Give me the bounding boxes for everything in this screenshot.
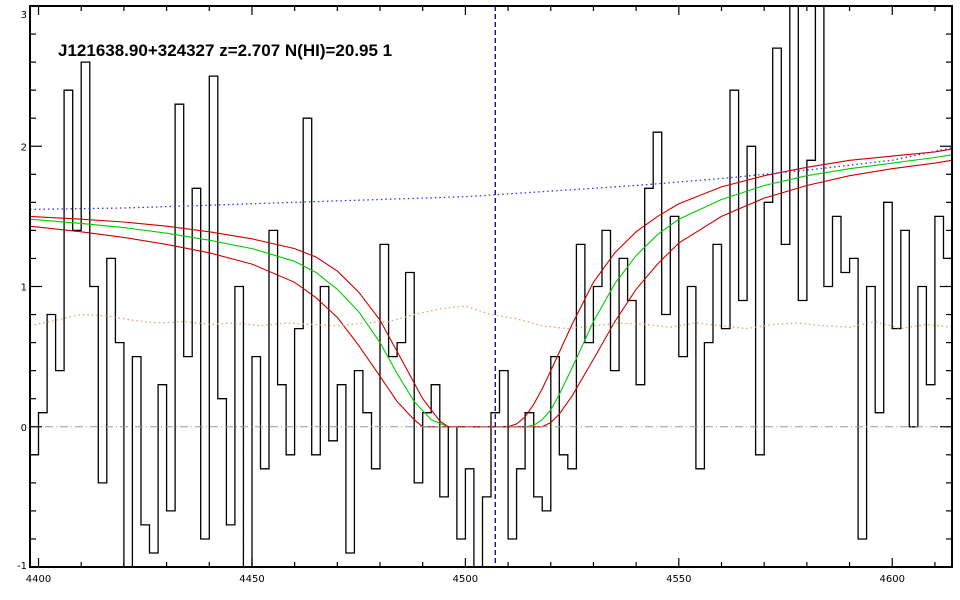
series-layer: [30, 6, 952, 567]
flux-series: [30, 6, 952, 567]
x-tick-label: 4500: [453, 574, 478, 585]
fit-series: [30, 154, 952, 428]
axes-layer: 4400 4450 4500 4550 4600 -1 0 1 2 3: [17, 5, 953, 585]
x-tick-label: 4550: [666, 574, 691, 585]
y-tick-label: 2: [21, 142, 27, 153]
continuum-series: [30, 147, 952, 211]
error-series: [30, 305, 952, 330]
y-tick-label: 0: [21, 423, 27, 434]
fit-upper-series: [30, 148, 952, 428]
x-tick-label: 4600: [880, 574, 905, 585]
fit-lower-series: [30, 159, 952, 428]
y-tick-label: 3: [21, 10, 27, 21]
y-tick-label: 1: [21, 283, 27, 294]
y-tick-label: -1: [17, 561, 27, 572]
x-tick-label: 4450: [239, 574, 264, 585]
x-tick-label: 4400: [26, 574, 51, 585]
chart-title: J121638.90+324327 z=2.707 N(HI)=20.95 1: [58, 41, 392, 60]
